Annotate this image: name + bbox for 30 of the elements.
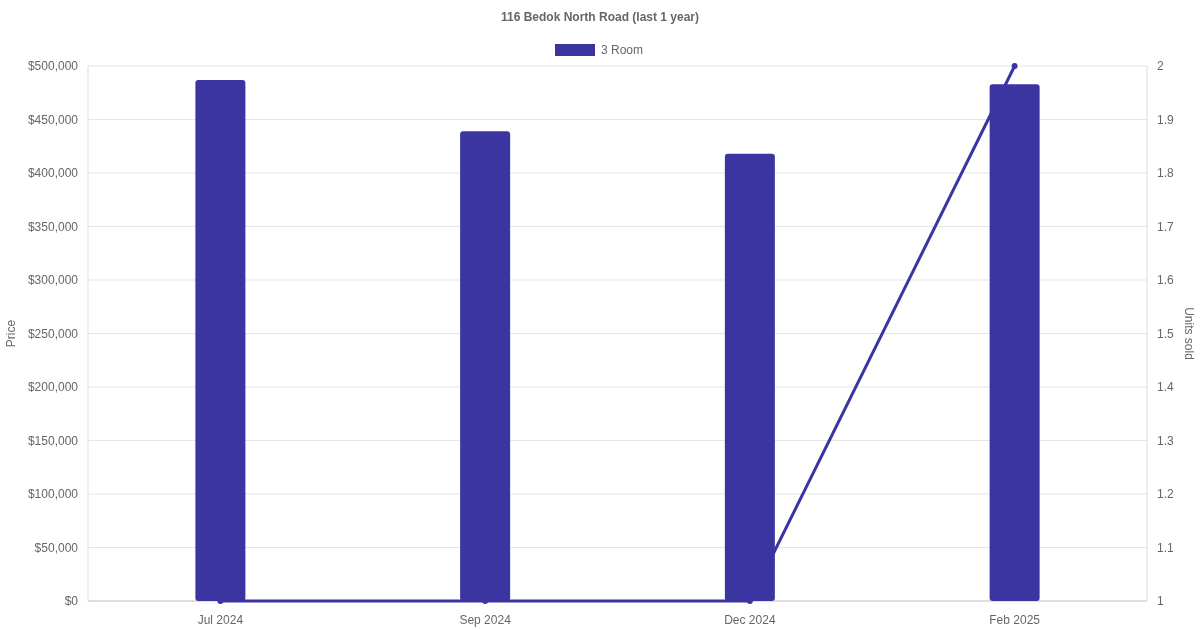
y-tick-label: $500,000 [27,59,79,73]
y2-tick-label: 2 [1157,59,1164,73]
y2-tick-label: 1.2 [1157,487,1175,501]
x-tick-label: Jul 2024 [197,613,244,627]
y-tick-label: $100,000 [27,487,79,501]
y-tick-label: $400,000 [27,166,79,180]
legend-label: 3 Room [601,43,644,57]
y-tick-label: $200,000 [27,380,79,394]
y-tick-label: $0 [64,594,79,608]
y-axis-title: Price [4,319,18,348]
y-tick-label: $250,000 [27,326,79,341]
chart-title: 116 Bedok North Road (last 1 year) [500,10,700,24]
y2-tick-label: 1.5 [1157,326,1175,341]
y-tick-label: $50,000 [34,540,79,555]
x-tick-label: Sep 2024 [459,613,512,627]
y-tick-label: $450,000 [27,112,79,127]
y2-tick-label: 1.6 [1157,273,1175,287]
y2-tick-label: 1.3 [1157,433,1175,448]
x-tick-label: Feb 2025 [989,613,1041,627]
y-tick-label: $150,000 [27,433,79,448]
y2-tick-label: 1.7 [1157,219,1175,234]
y2-tick-label: 1.4 [1157,380,1175,394]
y-tick-label: $300,000 [27,273,79,287]
y2-axis-title: Units sold [1182,307,1196,360]
y2-tick-label: 1.9 [1157,112,1175,127]
y-tick-label: $350,000 [27,219,79,234]
x-tick-label: Dec 2024 [724,613,776,627]
y2-tick-label: 1 [1157,594,1164,608]
y2-tick-label: 1.1 [1157,540,1175,555]
y2-tick-label: 1.8 [1157,166,1175,180]
